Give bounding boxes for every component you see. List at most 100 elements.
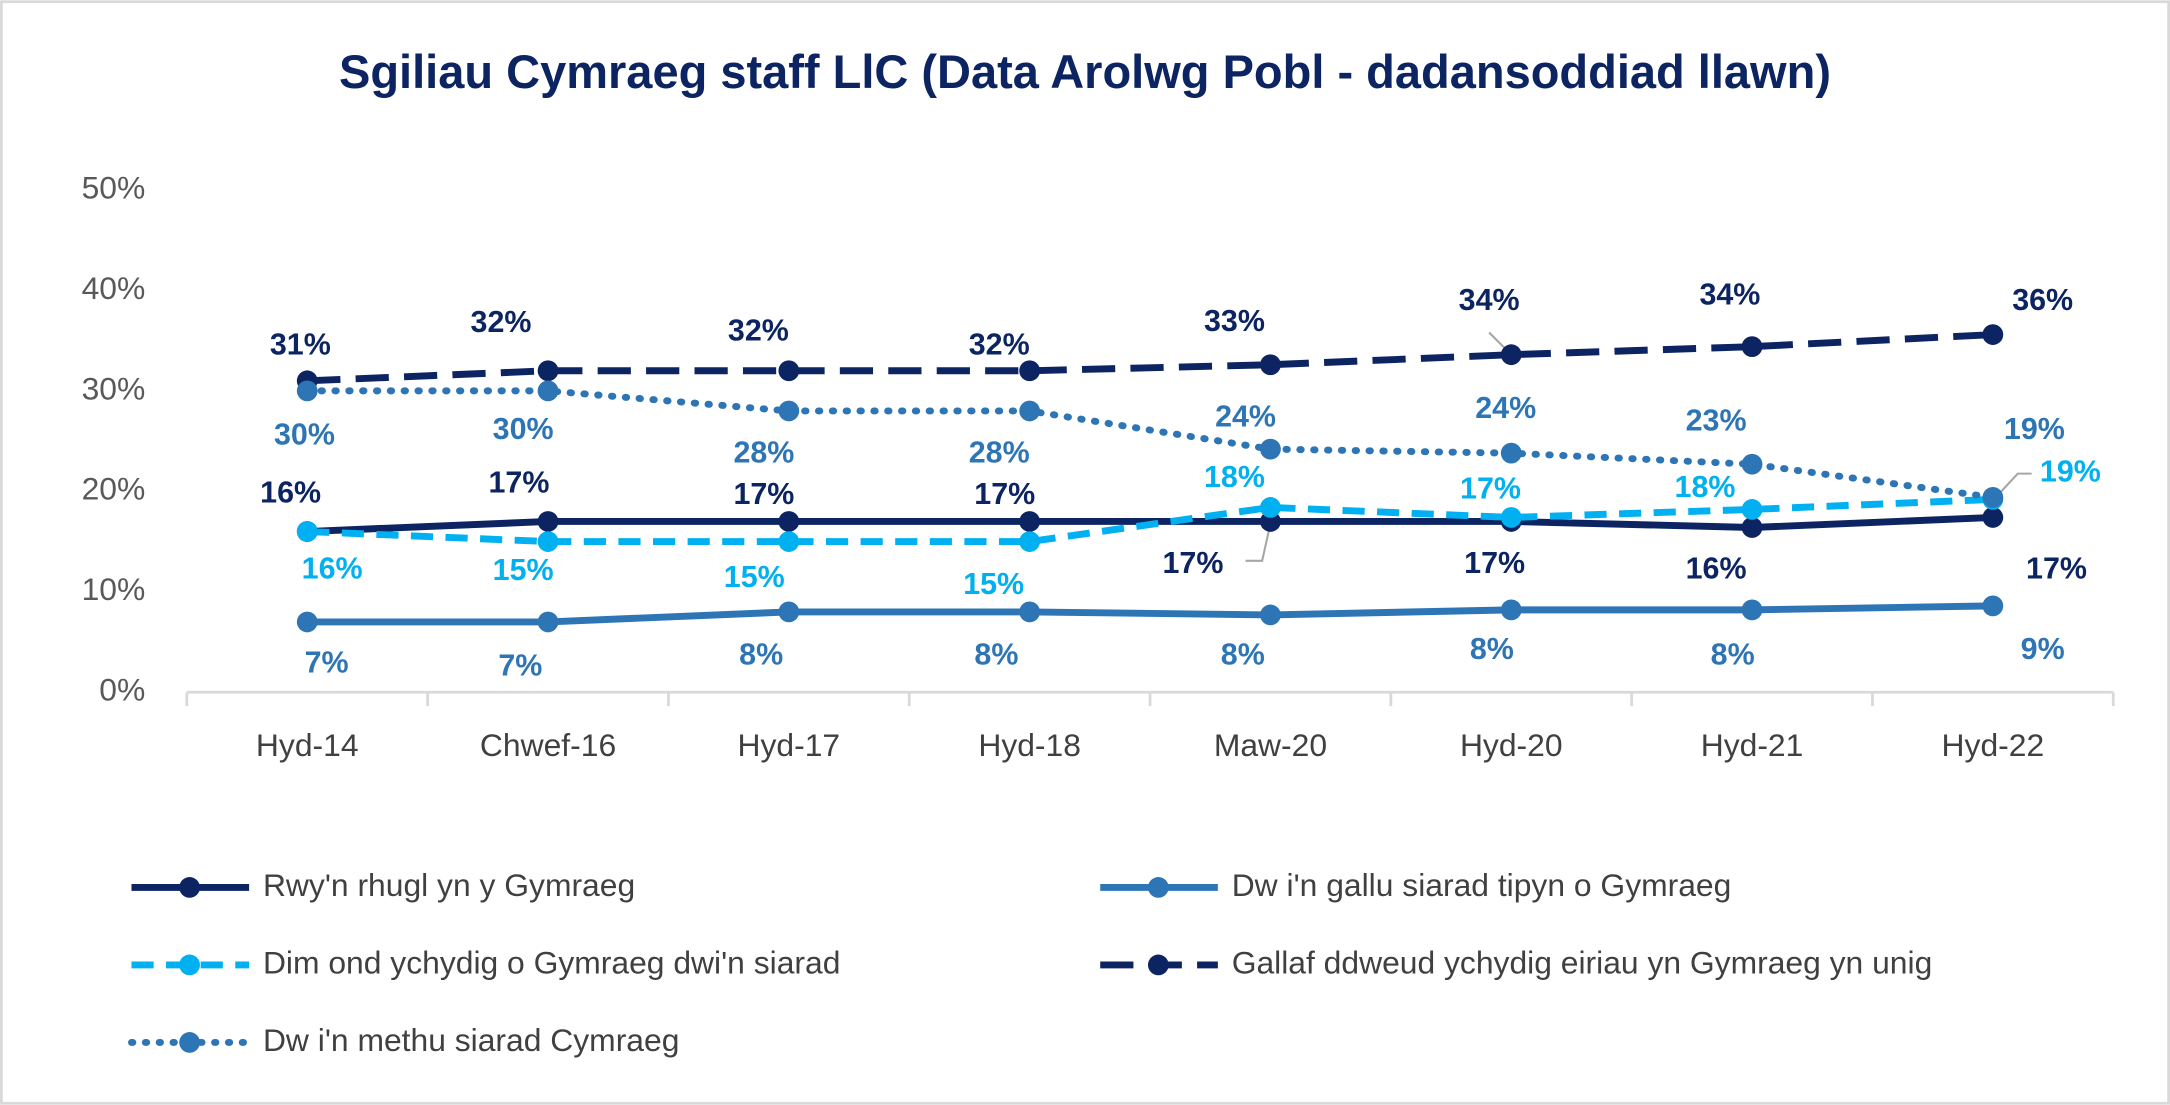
x-tick-label: Hyd-18 (978, 727, 1081, 763)
data-point (1260, 604, 1281, 626)
data-label: 34% (1459, 283, 1520, 317)
data-label: 17% (1162, 546, 1223, 580)
x-tick-label: Chwef-16 (480, 727, 616, 763)
data-label: 17% (2026, 552, 2087, 586)
data-point (778, 531, 800, 552)
data-label: 19% (2004, 412, 2065, 446)
data-point (1500, 599, 1522, 621)
data-label: 18% (1675, 470, 1736, 504)
data-point (1019, 511, 1041, 532)
data-label: 31% (270, 327, 331, 361)
data-point (778, 360, 800, 382)
y-tick-label: 30% (82, 370, 146, 406)
legend-label: Rwy'n rhugl yn y Gymraeg (263, 867, 635, 903)
data-label: 16% (302, 552, 363, 586)
data-point (537, 531, 559, 552)
legend-marker (1147, 877, 1169, 898)
y-tick-label: 0% (99, 672, 145, 708)
data-label: 7% (498, 648, 542, 682)
data-label: 8% (739, 637, 783, 671)
data-label: 8% (1711, 637, 1755, 671)
data-label: 15% (493, 553, 554, 587)
data-point (537, 360, 559, 382)
data-label: 8% (1470, 632, 1514, 666)
data-point (1260, 438, 1281, 460)
data-label: 15% (724, 560, 785, 594)
data-point (1982, 324, 2004, 345)
x-tick-label: Hyd-14 (256, 727, 359, 763)
data-point (1741, 599, 1763, 621)
data-point (1982, 486, 2004, 508)
data-label: 17% (1460, 471, 1521, 505)
data-label: 28% (969, 435, 1030, 469)
data-label: 24% (1215, 399, 1276, 433)
data-point (1500, 344, 1522, 366)
series-line (307, 602, 1993, 626)
data-point (1260, 497, 1281, 518)
data-point (1982, 507, 2004, 528)
data-point (1500, 507, 1522, 528)
data-point (778, 400, 800, 422)
data-label: 28% (733, 435, 794, 469)
leader-line (1245, 523, 1272, 562)
x-tick-label: Maw-20 (1214, 727, 1327, 763)
data-label: 8% (974, 637, 1018, 671)
legend-label: Dim ond ychydig o Gymraeg dwi'n siarad (263, 944, 840, 980)
legend-marker (179, 954, 200, 976)
data-label: 23% (1686, 403, 1747, 437)
x-tick-label: Hyd-20 (1460, 727, 1563, 763)
data-label: 32% (728, 314, 789, 348)
data-point (1741, 453, 1763, 475)
y-tick-label: 10% (82, 571, 146, 607)
data-label: 36% (2012, 283, 2073, 317)
data-label: 17% (489, 466, 550, 500)
legend-label: Dw i'n methu siarad Cymraeg (263, 1022, 679, 1058)
data-point (537, 380, 559, 402)
data-point (1019, 360, 1041, 382)
data-point (537, 511, 559, 532)
data-label: 8% (1221, 637, 1265, 671)
data-label: 7% (305, 646, 349, 680)
data-point (1982, 595, 2004, 617)
legend-label: Gallaf ddweud ychydig eiriau yn Gymraeg … (1232, 944, 1933, 980)
data-label: 17% (1464, 546, 1525, 580)
data-label: 24% (1475, 391, 1536, 425)
data-label: 33% (1204, 304, 1265, 338)
data-point (1019, 400, 1041, 422)
chart-title: Sgiliau Cymraeg staff LlC (Data Arolwg P… (339, 45, 1831, 98)
data-point (1741, 499, 1763, 520)
x-tick-label: Hyd-22 (1942, 727, 2045, 763)
data-label: 17% (733, 477, 794, 511)
data-label: 16% (1686, 552, 1747, 586)
x-tick-label: Hyd-17 (738, 727, 841, 763)
data-label: 30% (274, 417, 335, 451)
data-label: 17% (974, 477, 1035, 511)
series-line (307, 331, 1994, 385)
y-tick-label: 20% (82, 471, 146, 507)
data-point (296, 521, 318, 542)
leader-line (1999, 472, 2032, 494)
data-label: 9% (2021, 632, 2065, 666)
data-point (1741, 336, 1763, 358)
data-label: 18% (1204, 460, 1265, 494)
data-label: 19% (2040, 455, 2101, 489)
data-point (1019, 531, 1041, 552)
data-label: 15% (963, 567, 1024, 601)
data-point (778, 511, 800, 532)
data-point (1019, 601, 1041, 623)
data-point (1260, 354, 1281, 376)
data-label: 32% (969, 327, 1030, 361)
data-label: 30% (493, 412, 554, 446)
data-point (778, 601, 800, 623)
y-tick-label: 40% (82, 270, 146, 306)
data-label: 34% (1699, 278, 1760, 312)
data-label: 16% (260, 475, 321, 509)
data-point (537, 611, 559, 633)
legend-label: Dw i'n gallu siarad tipyn o Gymraeg (1232, 867, 1732, 903)
series-line (303, 387, 1997, 501)
series-line (307, 495, 1994, 546)
data-point (296, 380, 318, 402)
data-point (1500, 442, 1522, 464)
